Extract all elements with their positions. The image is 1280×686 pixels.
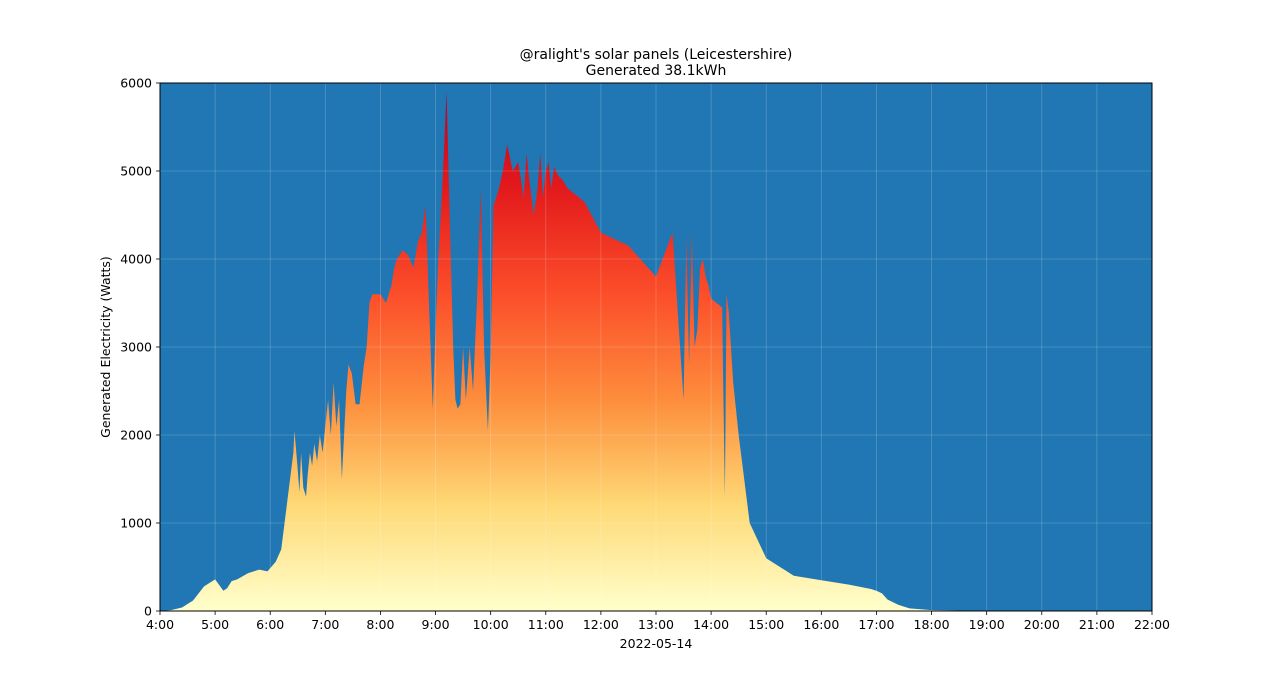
x-tick-label: 19:00 — [969, 617, 1005, 632]
x-tick-label: 16:00 — [803, 617, 839, 632]
y-axis-ticks: 0 1000 2000 3000 4000 5000 6000 — [120, 76, 160, 619]
x-tick-label: 15:00 — [748, 617, 784, 632]
x-tick-label: 5:00 — [201, 617, 229, 632]
x-tick-label: 13:00 — [638, 617, 674, 632]
y-tick-label: 3000 — [120, 340, 152, 355]
x-axis-label: 2022-05-14 — [620, 636, 693, 651]
x-tick-label: 12:00 — [583, 617, 619, 632]
x-tick-label: 18:00 — [914, 617, 950, 632]
x-tick-label: 8:00 — [366, 617, 394, 632]
y-axis-label: Generated Electricity (Watts) — [98, 256, 113, 438]
y-tick-label: 6000 — [120, 76, 152, 91]
y-tick-label: 1000 — [120, 516, 152, 531]
x-tick-label: 6:00 — [256, 617, 284, 632]
x-tick-label: 10:00 — [473, 617, 509, 632]
x-tick-label: 7:00 — [311, 617, 339, 632]
chart-title: @ralight's solar panels (Leicestershire) — [520, 47, 793, 63]
x-axis-ticks: 4:00 5:00 6:00 7:00 8:00 9:00 10:00 11:00 12:00 1… — [146, 611, 1170, 632]
y-tick-label: 4000 — [120, 252, 152, 267]
y-tick-label: 0 — [144, 604, 152, 619]
x-tick-label: 11:00 — [528, 617, 564, 632]
y-tick-label: 2000 — [120, 428, 152, 443]
y-tick-label: 5000 — [120, 164, 152, 179]
x-tick-label: 9:00 — [422, 617, 450, 632]
x-tick-label: 22:00 — [1134, 617, 1170, 632]
x-tick-label: 17:00 — [858, 617, 894, 632]
x-tick-label: 14:00 — [693, 617, 729, 632]
x-tick-label: 21:00 — [1079, 617, 1115, 632]
chart-subtitle: Generated 38.1kWh — [586, 63, 727, 79]
x-tick-label: 20:00 — [1024, 617, 1060, 632]
generation-area — [160, 91, 987, 611]
x-tick-label: 4:00 — [146, 617, 174, 632]
